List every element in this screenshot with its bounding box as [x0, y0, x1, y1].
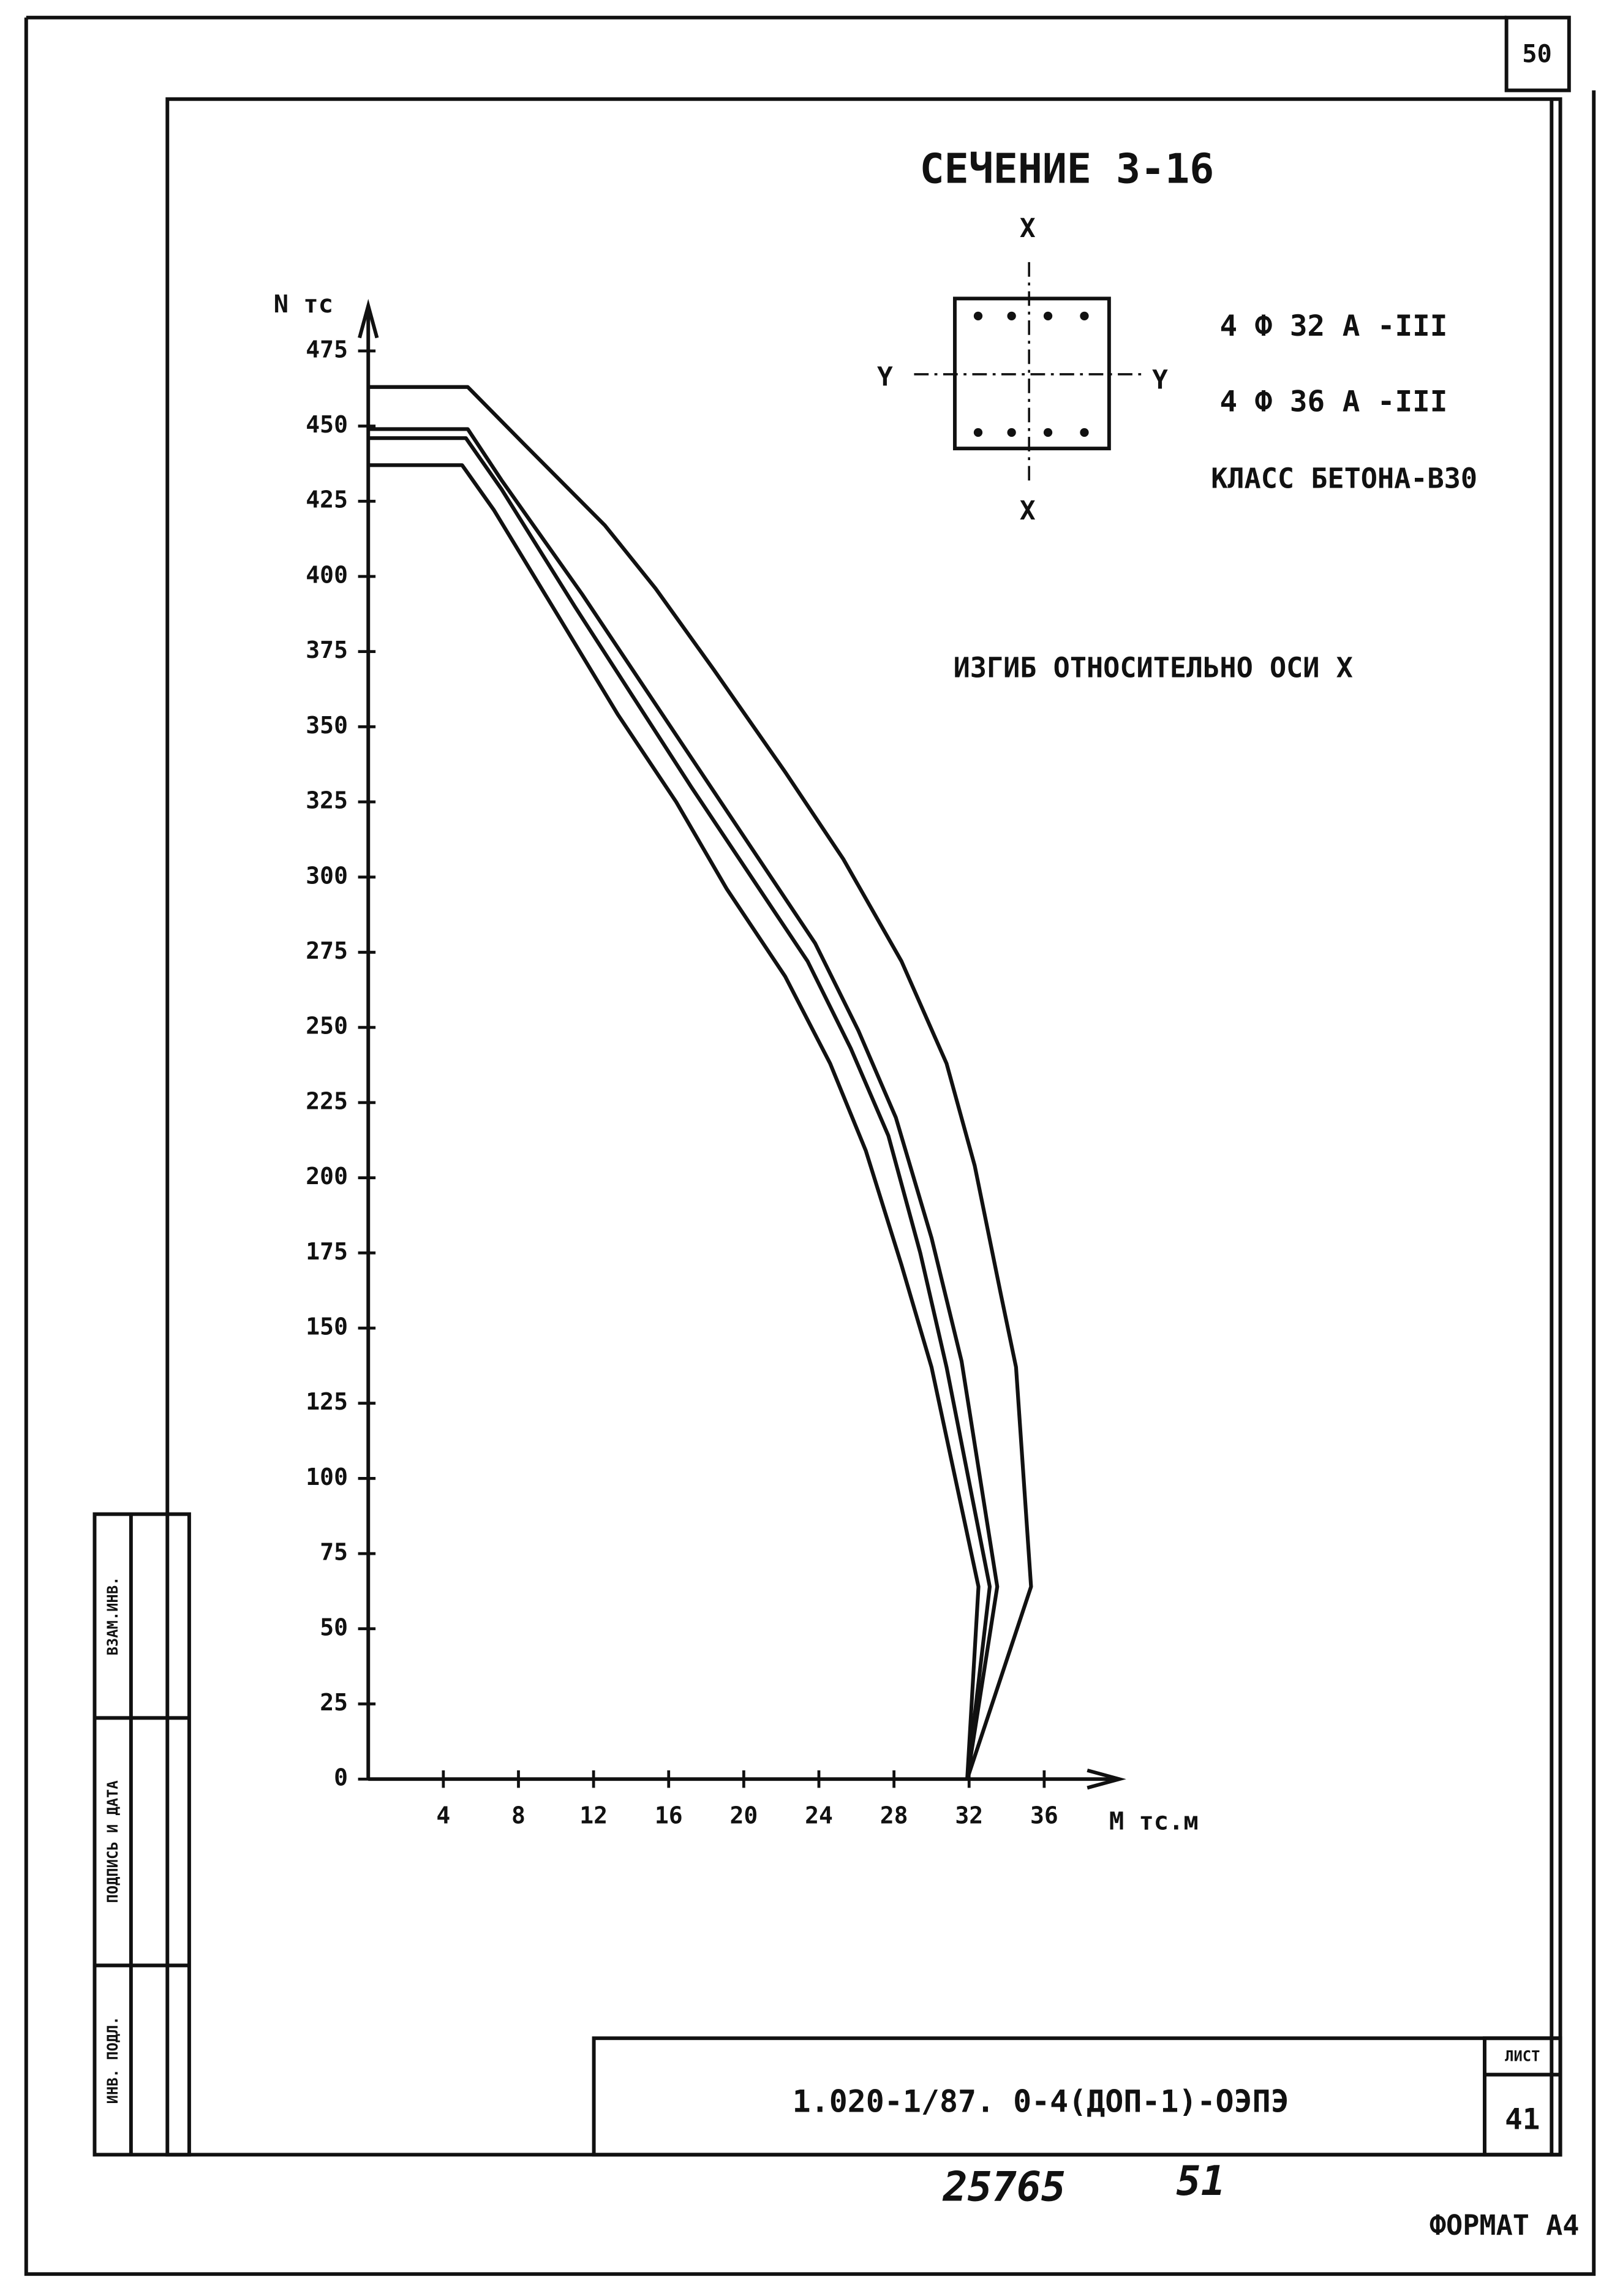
sheet-box: [1483, 2036, 1562, 2157]
interaction-curve: [368, 385, 1033, 1780]
rebar-dots: [973, 311, 1089, 437]
x-tick-label: 28: [880, 1802, 908, 1829]
sheet-number: 41: [1505, 2103, 1540, 2137]
y-tick-label: 300: [306, 862, 348, 889]
rebar-spec: 4 Ф 32 А -III: [1219, 309, 1447, 343]
x-tick-label: 20: [729, 1802, 758, 1829]
x-tick-label: 4: [436, 1802, 450, 1829]
y-axis-label: N тс: [274, 290, 333, 319]
axis-mark: Y: [877, 362, 893, 393]
y-tick-label: 425: [306, 486, 348, 513]
y-tick-label: 350: [306, 712, 348, 739]
rebar: [1043, 428, 1053, 437]
x-arrow: [1087, 1769, 1126, 1790]
y-tick-label: 175: [306, 1238, 348, 1265]
y-tick-label: 25: [320, 1689, 348, 1716]
y-tick-label: 225: [306, 1087, 348, 1114]
y-tick-label: 475: [306, 336, 348, 363]
sheet-label: ЛИСТ: [1505, 2048, 1540, 2065]
x-tick-label: 16: [655, 1802, 683, 1829]
axis-mark: Х: [1020, 496, 1036, 526]
y-tick-label: 250: [306, 1013, 348, 1040]
x-tick-label: 12: [579, 1802, 608, 1829]
y-tick-label: 375: [306, 636, 348, 663]
stamp-label: ВЗАМ.ИНВ.: [104, 1577, 121, 1656]
interaction-curve: [368, 427, 1000, 1780]
y-tick-label: 400: [306, 561, 348, 588]
format-label: ФОРМАТ А4: [1430, 2209, 1580, 2241]
y-tick-label: 100: [306, 1463, 348, 1490]
x-tick-label: 32: [955, 1802, 983, 1829]
y-tick-label: 450: [306, 411, 348, 438]
document-code: 1.020-1/87. 0-4(ДОП-1)-ОЭПЭ: [793, 2084, 1289, 2120]
x-tick-label: 8: [511, 1802, 526, 1829]
axis-mark: Х: [1020, 213, 1036, 244]
y-tick-label: 275: [306, 937, 348, 964]
page-number-box: [1504, 15, 1571, 93]
x-axis-label: M тс.м: [1109, 1807, 1199, 1835]
rebar: [1043, 311, 1053, 320]
x-tick-label: 24: [805, 1802, 833, 1829]
y-tick-label: 325: [306, 787, 348, 814]
stamp-label: ИНВ. ПОДЛ.: [104, 2016, 121, 2104]
handwritten-number: 51: [1177, 2157, 1226, 2205]
stamp-label: ПОДПИСЬ И ДАТА: [104, 1780, 121, 1903]
axis-mark: Y: [1152, 364, 1168, 395]
y-tick-label: 200: [306, 1163, 348, 1190]
bending-note: ИЗГИБ ОТНОСИТЕЛЬНО ОСИ Х: [954, 651, 1353, 684]
outer-frame: [24, 17, 1596, 2276]
interaction-curve: [368, 463, 981, 1780]
page-number: 50: [1522, 39, 1552, 68]
y-tick-label: 0: [334, 1764, 348, 1791]
rebar: [973, 311, 983, 320]
stamp-column: [92, 1512, 191, 2157]
rebar-spec: 4 Ф 36 А -III: [1219, 385, 1447, 418]
rebar: [973, 428, 983, 437]
y-tick-label: 150: [306, 1313, 348, 1340]
x-tick-label: 36: [1030, 1802, 1058, 1829]
rebar: [1007, 428, 1016, 437]
y-tick-label: 75: [320, 1539, 348, 1566]
y-tick-label: 125: [306, 1388, 348, 1415]
y-arrow: [358, 298, 379, 339]
interaction-curve: [368, 436, 992, 1780]
rebar: [1080, 311, 1089, 320]
y-tick-label: 50: [320, 1614, 348, 1641]
rebar: [1007, 311, 1016, 320]
handwritten-number: 25765: [943, 2162, 1066, 2210]
chart-title: СЕЧЕНИЕ 3-16: [920, 145, 1215, 193]
concrete-class: КЛАСС БЕТОНА-В30: [1211, 462, 1477, 494]
rebar: [1080, 428, 1089, 437]
